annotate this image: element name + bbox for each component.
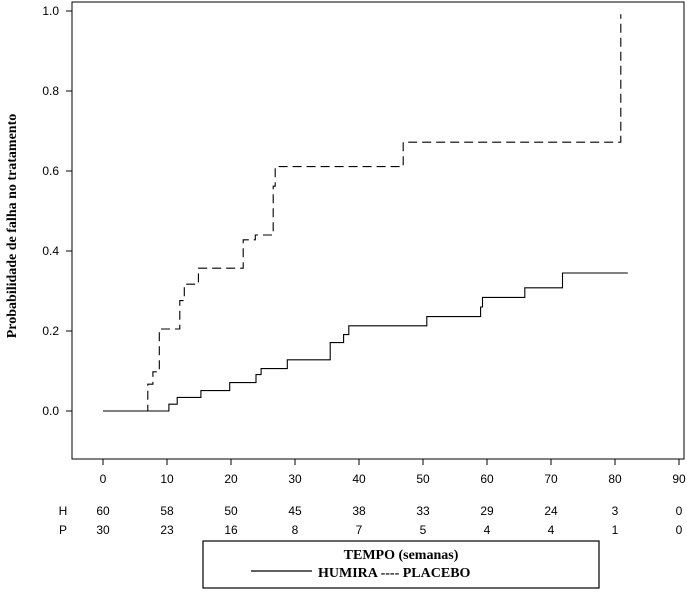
x-tick-label: 90	[672, 472, 686, 486]
y-tick-label: 0.8	[42, 84, 59, 98]
risk-table: H 60 58 50 45 38 33 29 24 3 0P 30 23 16 8 7 5 4 4 1 0	[59, 504, 683, 537]
risk-count: 58	[160, 504, 174, 518]
y-axis-label: Probabilidade de falha no tratamento	[5, 114, 20, 339]
x-axis-label: TEMPO (semanas)	[344, 548, 459, 563]
risk-count: 8	[292, 523, 299, 537]
x-tick-label: 40	[352, 472, 366, 486]
x-tick-label: 30	[288, 472, 302, 486]
series-line-placebo	[103, 14, 622, 412]
risk-count: 24	[544, 504, 558, 518]
risk-count: 5	[420, 523, 427, 537]
risk-count: 33	[416, 504, 430, 518]
series-group	[103, 14, 628, 412]
y-axis-ticks: 0.0 0.2 0.4 0.6 0.8 1.0	[42, 4, 72, 418]
risk-count: 45	[288, 504, 302, 518]
series-line-humira	[103, 272, 628, 412]
x-axis-ticks: 0 10 20 30 40 50 60 70 80 90	[100, 459, 686, 486]
x-tick-label: 0	[100, 472, 107, 486]
y-tick-label: 0.6	[42, 164, 59, 178]
risk-count: 4	[484, 523, 491, 537]
x-tick-label: 20	[224, 472, 238, 486]
x-tick-label: 60	[480, 472, 494, 486]
y-tick-label: 0.2	[42, 324, 59, 338]
risk-count: 3	[612, 504, 619, 518]
risk-row-label: H	[59, 504, 68, 518]
risk-count: 0	[676, 523, 683, 537]
risk-count: 29	[480, 504, 494, 518]
risk-count: 50	[224, 504, 238, 518]
y-tick-label: 0.4	[42, 244, 59, 258]
risk-count: 7	[356, 523, 363, 537]
legend-frame	[202, 540, 600, 589]
risk-count: 16	[224, 523, 238, 537]
risk-count: 0	[676, 504, 683, 518]
x-tick-label: 80	[608, 472, 622, 486]
risk-count: 1	[612, 523, 619, 537]
x-tick-label: 70	[544, 472, 558, 486]
risk-count: 30	[96, 523, 110, 537]
risk-count: 38	[352, 504, 366, 518]
x-tick-label: 50	[416, 472, 430, 486]
plot-area-frame	[71, 1, 685, 460]
risk-count: 4	[548, 523, 555, 537]
risk-row-label: P	[59, 523, 67, 537]
y-tick-label: 1.0	[42, 4, 59, 18]
risk-count: 60	[96, 504, 110, 518]
plot-frame-group	[71, 1, 685, 460]
legend-box: TEMPO (semanas) HUMIRA ---- PLACEBO	[202, 540, 600, 589]
x-tick-label: 10	[160, 472, 174, 486]
y-tick-label: 0.0	[42, 404, 59, 418]
legend-text: HUMIRA ---- PLACEBO	[318, 566, 471, 581]
risk-count: 23	[160, 523, 174, 537]
